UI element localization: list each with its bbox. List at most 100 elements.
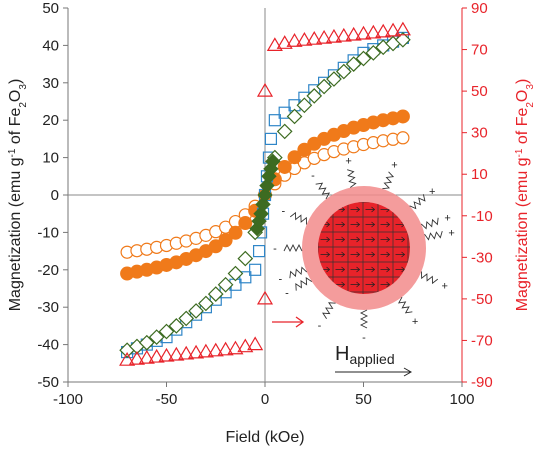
y-tick-label-left: 10 — [42, 150, 59, 167]
data-point — [256, 290, 274, 305]
data-point — [252, 245, 266, 258]
data-point — [227, 340, 244, 355]
charge-sign: - — [311, 170, 315, 182]
charge-sign: - — [279, 273, 283, 285]
spin-arrow-head — [326, 266, 331, 273]
spin-arrow-head — [356, 266, 361, 273]
surfactant-chain — [359, 309, 369, 329]
y-tick-label-left: -40 — [37, 337, 59, 354]
data-point — [207, 286, 224, 302]
data-point — [249, 263, 262, 276]
y-tick-label-right: 70 — [471, 42, 488, 59]
spin-arrow-head — [386, 266, 391, 273]
x-axis-title: Field (kOe) — [225, 429, 304, 446]
data-point — [256, 82, 274, 97]
y-tick-label-left: -50 — [37, 374, 59, 391]
particle-core — [318, 202, 410, 294]
data-point — [396, 131, 410, 145]
data-point — [335, 63, 352, 80]
spin-arrow-head — [386, 281, 391, 288]
spin-arrow-head — [371, 221, 376, 228]
x-tick-label: 50 — [355, 391, 372, 408]
data-marks — [119, 21, 411, 366]
surfactant-chain — [421, 271, 439, 285]
data-point — [306, 30, 323, 45]
data-point — [375, 23, 392, 38]
y-tick-label-right: -90 — [471, 374, 493, 391]
data-point — [335, 27, 352, 42]
spin-arrow-head — [341, 266, 346, 273]
spin-arrow-head — [371, 266, 376, 273]
y-tick-label-left: 40 — [42, 37, 59, 54]
spin-arrow-head — [386, 251, 391, 258]
spin-arrow-head — [401, 251, 406, 258]
data-point — [168, 346, 185, 361]
data-point — [138, 334, 155, 351]
spin-arrow-head — [341, 251, 346, 258]
y-tick-label-right: -70 — [471, 332, 493, 349]
data-point — [286, 108, 303, 125]
charge-sign: + — [391, 159, 397, 171]
x-tick-label: -100 — [53, 391, 83, 408]
surfactant-chain — [322, 302, 336, 320]
data-point — [247, 336, 264, 351]
spin-arrow-head — [356, 221, 361, 228]
core-grid — [318, 202, 410, 294]
data-point — [325, 28, 342, 43]
charge-sign: + — [412, 316, 418, 328]
data-point — [365, 24, 382, 39]
surfactant-chain — [424, 231, 443, 241]
spin-arrow-head — [341, 236, 346, 243]
data-point — [276, 35, 293, 49]
y-tick-label-right: -50 — [471, 291, 493, 308]
y-tick-label-left: 20 — [42, 112, 59, 129]
charge-sign: - — [318, 320, 322, 332]
spin-arrow-head — [356, 206, 361, 213]
surfactant-chain — [382, 171, 395, 190]
h-applied-label: Happlied — [335, 343, 395, 367]
data-point — [278, 106, 291, 119]
data-point — [207, 342, 224, 357]
y-tick-label-left: 30 — [42, 75, 59, 92]
spin-arrow-head — [341, 281, 346, 288]
spin-arrow-head — [371, 206, 376, 213]
data-point — [316, 29, 333, 44]
data-point — [287, 150, 302, 165]
charge-sign: + — [441, 281, 447, 293]
data-point — [168, 318, 185, 334]
surfactant-chain — [283, 243, 303, 253]
data-point — [227, 265, 244, 282]
y-tick-label-left: -20 — [37, 262, 59, 279]
data-point — [128, 350, 145, 365]
data-point — [345, 26, 362, 41]
data-point — [228, 225, 243, 240]
spin-arrow-head — [401, 236, 406, 243]
data-point — [158, 323, 175, 340]
data-point — [365, 45, 382, 61]
surfactant-chain — [420, 217, 439, 230]
spin-arrow-head — [326, 236, 331, 243]
data-point — [355, 25, 372, 40]
data-point — [345, 56, 362, 72]
data-point — [286, 33, 303, 47]
data-point — [385, 22, 402, 37]
data-point — [276, 123, 293, 140]
data-point — [158, 347, 175, 362]
spin-arrow-head — [386, 236, 391, 243]
data-point — [265, 153, 281, 170]
surfactant-chain — [289, 211, 307, 225]
spin-arrow-head — [326, 251, 331, 258]
data-point — [306, 88, 323, 104]
data-point — [198, 295, 214, 312]
data-point — [218, 233, 233, 248]
data-point — [277, 159, 292, 174]
y-tick-label-right: 90 — [471, 0, 488, 17]
data-point — [355, 50, 372, 67]
spin-arrow-head — [356, 236, 361, 243]
charge-sign: - — [273, 243, 277, 255]
y-tick-label-right: 10 — [471, 166, 488, 183]
charge-sign: - — [362, 332, 366, 344]
data-point — [148, 348, 165, 363]
y-tick-label-left: -10 — [37, 224, 59, 241]
y-axis-title-right: Magnetization (emu g-1 of Fe2O3) — [514, 79, 536, 312]
